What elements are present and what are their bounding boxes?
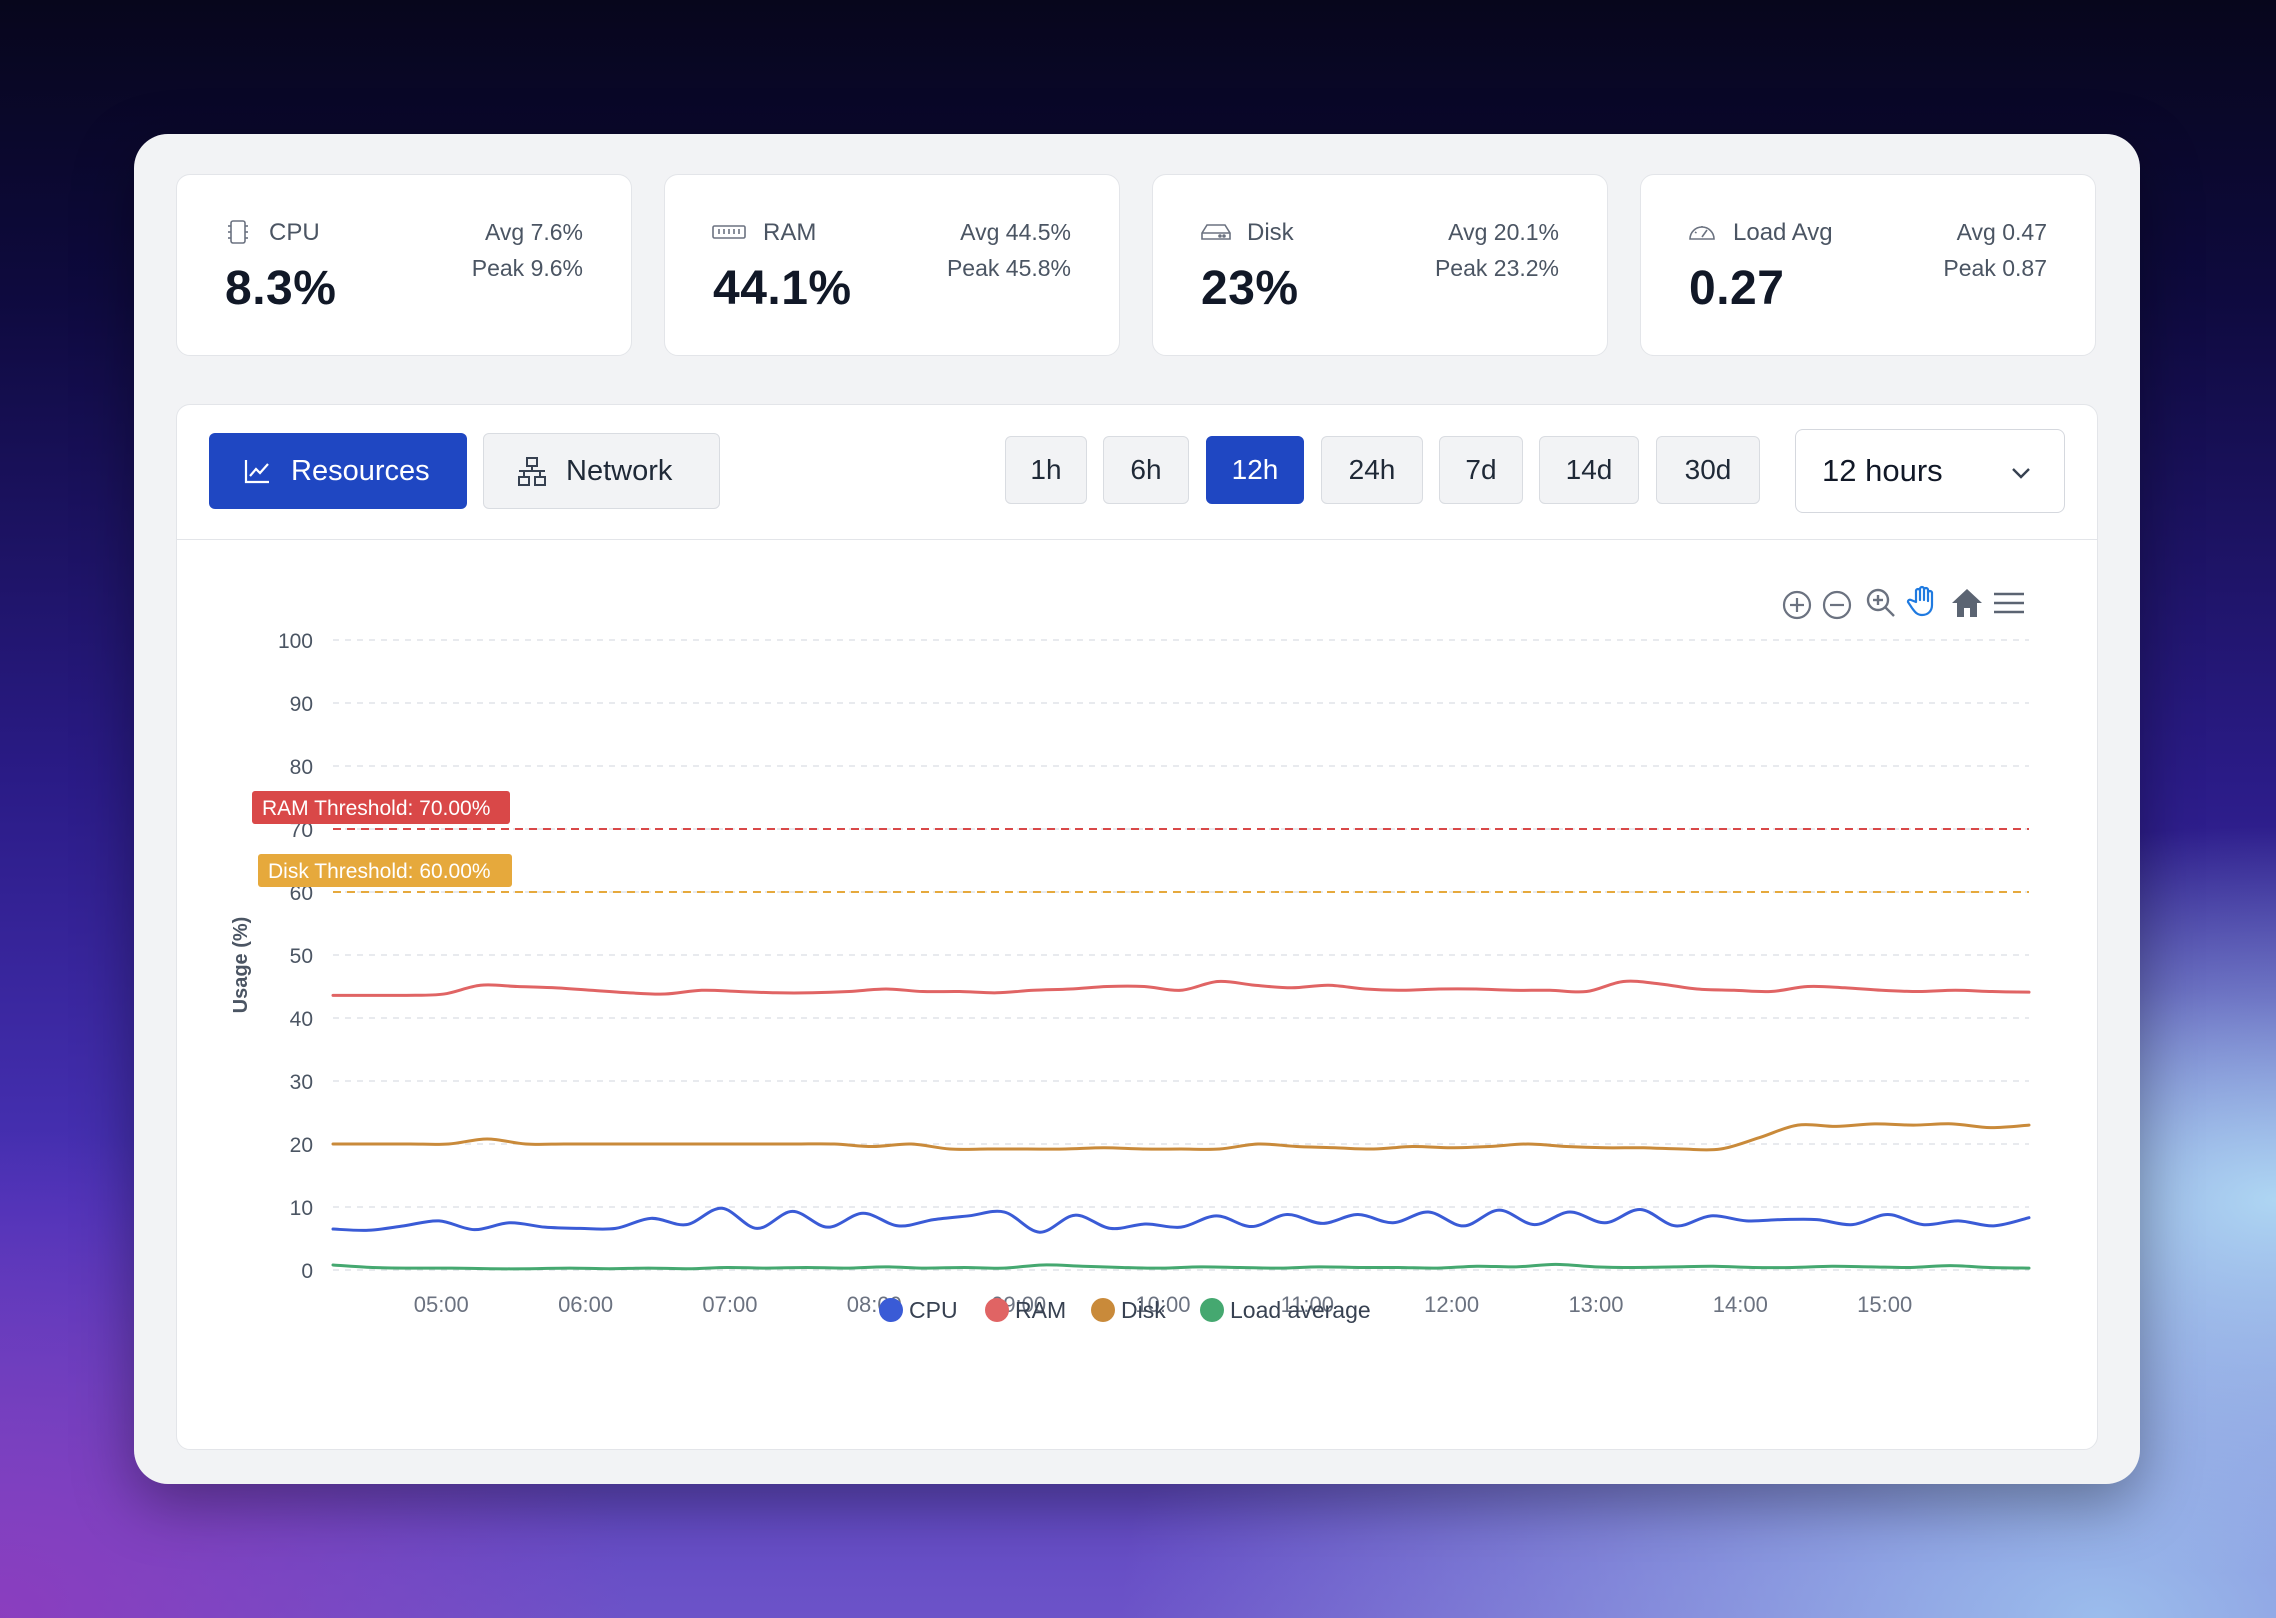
x-tick-label: 11:00 xyxy=(1281,1292,1334,1317)
network-icon xyxy=(518,457,546,486)
tab-network[interactable]: Network xyxy=(483,433,720,509)
x-tick-label: 05:00 xyxy=(414,1292,469,1317)
range-24h[interactable]: 24h xyxy=(1321,436,1423,504)
x-tick-label: 12:00 xyxy=(1424,1292,1479,1317)
cpu-icon xyxy=(228,220,248,244)
y-tick-label: 50 xyxy=(290,945,313,968)
stat-label: CPU xyxy=(269,219,320,246)
y-tick-label: 70 xyxy=(290,819,313,842)
y-tick-label: 30 xyxy=(290,1071,313,1094)
legend-marker xyxy=(1091,1298,1115,1322)
chevron-down-icon xyxy=(2012,468,2030,479)
legend-label: RAM xyxy=(1015,1297,1066,1323)
memory-icon xyxy=(712,225,746,239)
legend-label: CPU xyxy=(909,1297,958,1323)
pan-hand-icon[interactable] xyxy=(1905,583,1941,619)
threshold-label: Disk Threshold: 60.00% xyxy=(268,860,491,883)
disk-icon xyxy=(1201,224,1231,240)
threshold-label-box xyxy=(252,791,510,824)
magnify-icon[interactable] xyxy=(1863,585,1899,621)
stat-value: 8.3% xyxy=(225,262,337,315)
tab-label: Resources xyxy=(291,454,430,487)
y-tick-label: 60 xyxy=(290,882,313,905)
legend-marker xyxy=(879,1298,903,1322)
range-6h[interactable]: 6h xyxy=(1103,436,1189,504)
y-tick-label: 0 xyxy=(301,1260,313,1283)
metrics-card: Resources Network 1h 6h 12h 24h 7d 14d 3… xyxy=(176,404,2098,1450)
y-tick-label: 100 xyxy=(278,630,313,653)
y-tick-label: 90 xyxy=(290,693,313,716)
x-tick-label: 14:00 xyxy=(1713,1292,1768,1317)
tab-label: Network xyxy=(566,454,673,487)
range-select-value: 12 hours xyxy=(1822,453,1943,488)
zoom-in-icon[interactable] xyxy=(1779,587,1815,623)
threshold-label: RAM Threshold: 70.00% xyxy=(262,797,490,820)
metrics-toolbar: Resources Network 1h 6h 12h 24h 7d 14d 3… xyxy=(177,405,2097,540)
stat-label: Disk xyxy=(1247,219,1294,246)
gauge-icon xyxy=(1689,226,1715,240)
range-14d[interactable]: 14d xyxy=(1539,436,1639,504)
stat-value: 44.1% xyxy=(713,262,852,315)
stat-value: 23% xyxy=(1201,262,1299,315)
series-line-ram xyxy=(331,979,2031,997)
dashboard-panel: CPU 8.3% Avg 7.6% Peak 9.6% RAM 44.1% Av… xyxy=(134,134,2140,1484)
range-select[interactable]: 12 hours xyxy=(1795,429,2065,513)
stat-card-cpu: CPU 8.3% Avg 7.6% Peak 9.6% xyxy=(176,174,632,356)
y-tick-label: 10 xyxy=(290,1197,313,1220)
stat-label: Load Avg xyxy=(1733,219,1833,246)
x-tick-label: 10:00 xyxy=(1135,1292,1190,1317)
range-30d[interactable]: 30d xyxy=(1656,436,1760,504)
stat-label: RAM xyxy=(763,219,817,246)
stat-peak: Peak 9.6% xyxy=(471,255,583,281)
chart-line-icon xyxy=(244,460,269,484)
stat-avg: Avg 7.6% xyxy=(484,219,583,245)
stat-card-disk: Disk 23% Avg 20.1% Peak 23.2% xyxy=(1152,174,1608,356)
stat-peak: Peak 45.8% xyxy=(946,255,1071,281)
stat-avg: Avg 0.47 xyxy=(1956,219,2047,245)
stat-peak: Peak 23.2% xyxy=(1434,255,1559,281)
y-tick-label: 80 xyxy=(290,756,313,779)
range-12h[interactable]: 12h xyxy=(1206,436,1304,504)
stat-peak: Peak 0.87 xyxy=(1943,255,2047,281)
series-line-disk xyxy=(331,1122,2031,1152)
legend-marker xyxy=(1200,1298,1224,1322)
stat-avg: Avg 20.1% xyxy=(1448,219,1559,245)
legend-marker xyxy=(985,1298,1009,1322)
stat-avg: Avg 44.5% xyxy=(960,219,1071,245)
stat-card-ram: RAM 44.1% Avg 44.5% Peak 45.8% xyxy=(664,174,1120,356)
legend-label: Disk xyxy=(1121,1297,1166,1323)
x-tick-label: 13:00 xyxy=(1568,1292,1623,1317)
threshold-label-box xyxy=(258,854,512,887)
y-tick-label: 20 xyxy=(290,1134,313,1157)
menu-icon[interactable] xyxy=(1991,585,2027,621)
x-tick-label: 06:00 xyxy=(558,1292,613,1317)
y-axis-label: Usage (%) xyxy=(230,917,252,1014)
range-7d[interactable]: 7d xyxy=(1439,436,1523,504)
stat-card-load: Load Avg 0.27 Avg 0.47 Peak 0.87 xyxy=(1640,174,2096,356)
legend-label: Load average xyxy=(1230,1297,1371,1323)
x-tick-label: 07:00 xyxy=(702,1292,757,1317)
y-tick-label: 40 xyxy=(290,1008,313,1031)
tab-resources[interactable]: Resources xyxy=(209,433,467,509)
home-icon[interactable] xyxy=(1949,585,1985,621)
range-1h[interactable]: 1h xyxy=(1005,436,1087,504)
series-line-load-average xyxy=(331,1262,2031,1271)
zoom-out-icon[interactable] xyxy=(1819,587,1855,623)
stat-value: 0.27 xyxy=(1689,262,1785,315)
x-tick-label: 15:00 xyxy=(1857,1292,1912,1317)
series-line-cpu xyxy=(331,1206,2031,1234)
